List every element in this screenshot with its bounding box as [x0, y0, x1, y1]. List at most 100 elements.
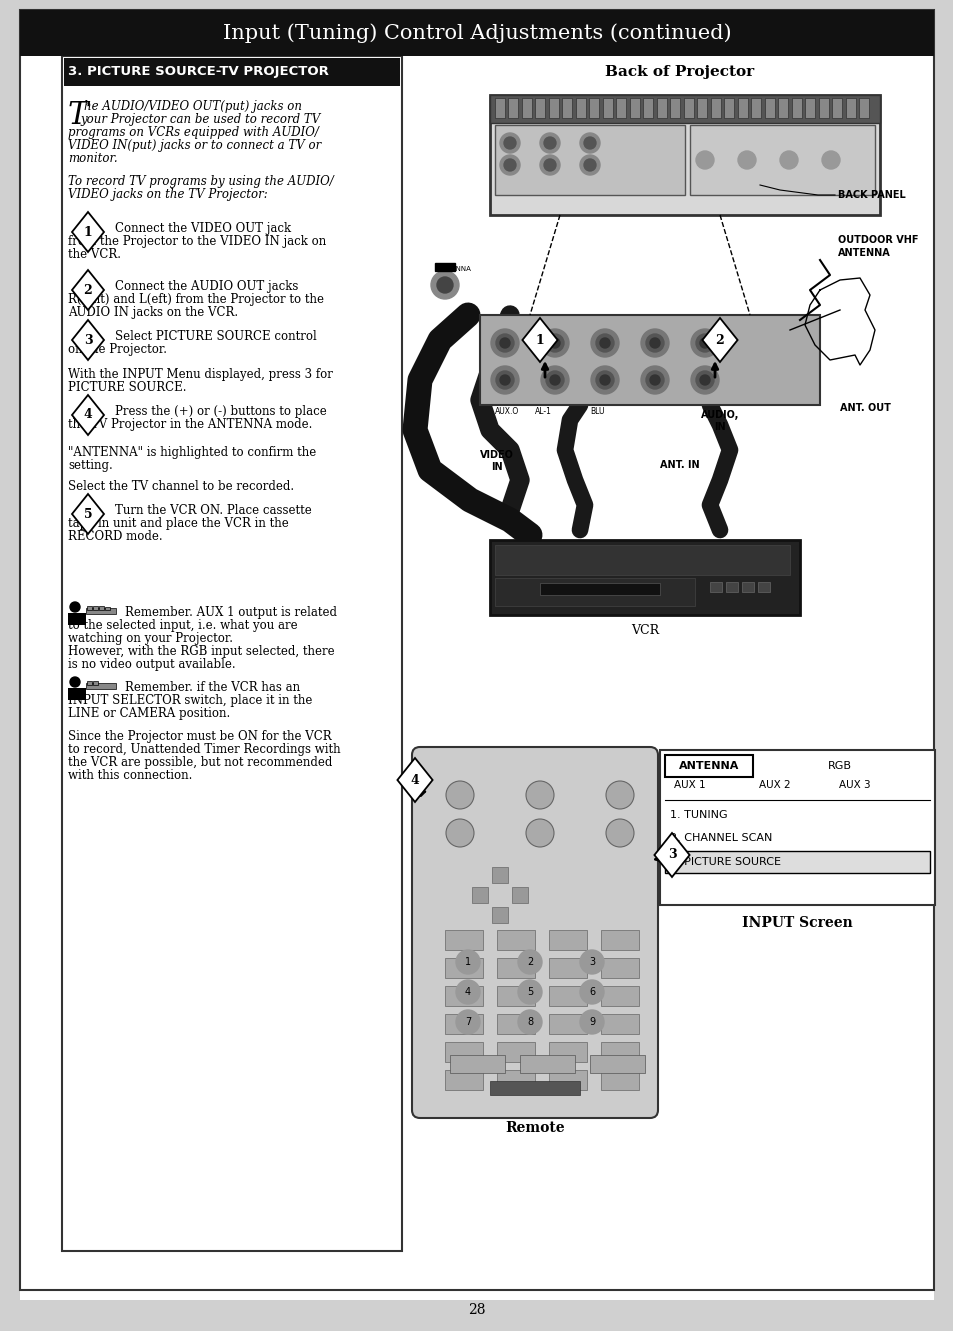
Circle shape: [525, 781, 554, 809]
Bar: [492, 906, 507, 922]
Circle shape: [696, 371, 713, 389]
Bar: [670, 98, 679, 118]
Polygon shape: [71, 212, 104, 252]
Text: PICTURE SOURCE.: PICTURE SOURCE.: [68, 381, 186, 394]
Text: AUDIO IN jacks on the VCR.: AUDIO IN jacks on the VCR.: [68, 306, 238, 319]
Circle shape: [540, 329, 568, 357]
Circle shape: [427, 268, 462, 303]
Bar: [723, 98, 734, 118]
Circle shape: [496, 334, 514, 351]
Text: 28: 28: [468, 1303, 485, 1316]
Bar: [495, 125, 684, 196]
Polygon shape: [71, 319, 104, 359]
Text: "ANTENNA" is highlighted to confirm the: "ANTENNA" is highlighted to confirm the: [68, 446, 315, 459]
Circle shape: [545, 371, 563, 389]
Bar: [845, 98, 855, 118]
Bar: [68, 688, 86, 700]
Text: watching on your Projector.: watching on your Projector.: [68, 632, 233, 646]
Circle shape: [539, 133, 559, 153]
Bar: [444, 1070, 482, 1090]
Bar: [535, 98, 545, 118]
Text: AUX.O: AUX.O: [495, 407, 518, 417]
Bar: [659, 749, 934, 905]
Text: Since the Projector must be ON for the VCR: Since the Projector must be ON for the V…: [68, 729, 332, 743]
Bar: [444, 930, 482, 950]
Bar: [519, 1055, 575, 1073]
Circle shape: [543, 137, 556, 149]
Bar: [548, 930, 586, 950]
Text: Select PICTURE SOURCE control: Select PICTURE SOURCE control: [115, 330, 316, 343]
Bar: [778, 98, 788, 118]
Circle shape: [456, 950, 479, 974]
Text: AUX 3: AUX 3: [839, 780, 870, 791]
Text: VIDEO jacks on the TV Projector:: VIDEO jacks on the TV Projector:: [68, 188, 268, 201]
Bar: [804, 98, 815, 118]
Bar: [657, 98, 666, 118]
Bar: [548, 986, 586, 1006]
Bar: [512, 886, 527, 902]
Circle shape: [649, 375, 659, 385]
Circle shape: [503, 137, 516, 149]
Bar: [664, 851, 929, 873]
Text: 2. CHANNEL SCAN: 2. CHANNEL SCAN: [669, 833, 772, 843]
Circle shape: [700, 338, 709, 347]
Circle shape: [700, 375, 709, 385]
Bar: [68, 614, 86, 626]
Bar: [741, 582, 753, 592]
Text: 5: 5: [526, 988, 533, 997]
Polygon shape: [397, 757, 432, 803]
Bar: [758, 582, 769, 592]
Circle shape: [596, 334, 614, 351]
Text: IN: IN: [491, 462, 502, 473]
Bar: [859, 98, 868, 118]
Circle shape: [605, 781, 634, 809]
Circle shape: [579, 980, 603, 1004]
Circle shape: [540, 366, 568, 394]
Text: To record TV programs by using the AUDIO/: To record TV programs by using the AUDIO…: [68, 174, 334, 188]
Text: Remember. if the VCR has an: Remember. if the VCR has an: [125, 681, 300, 693]
Circle shape: [499, 338, 510, 347]
Text: 2: 2: [526, 957, 533, 968]
Circle shape: [446, 781, 474, 809]
Circle shape: [436, 277, 453, 293]
Bar: [764, 98, 774, 118]
Bar: [86, 683, 116, 689]
Bar: [818, 98, 828, 118]
Text: INPUT Screen: INPUT Screen: [740, 916, 851, 930]
Text: RGB: RGB: [827, 761, 851, 771]
Text: VIDEO: VIDEO: [479, 450, 514, 461]
Text: Connect the VIDEO OUT jack: Connect the VIDEO OUT jack: [115, 222, 291, 236]
Text: 3. PICTURE SOURCE-TV PROJECTOR: 3. PICTURE SOURCE-TV PROJECTOR: [68, 65, 329, 79]
Bar: [548, 1042, 586, 1062]
Text: from the Projector to the VIDEO IN jack on: from the Projector to the VIDEO IN jack …: [68, 236, 326, 248]
Circle shape: [645, 371, 663, 389]
Text: the TV Projector in the ANTENNA mode.: the TV Projector in the ANTENNA mode.: [68, 418, 312, 431]
Bar: [539, 583, 659, 595]
Circle shape: [579, 133, 599, 153]
Text: INPUT SELECTOR switch, place it in the: INPUT SELECTOR switch, place it in the: [68, 693, 312, 707]
Circle shape: [583, 137, 596, 149]
Bar: [497, 986, 535, 1006]
Bar: [92, 681, 98, 685]
Text: 8: 8: [526, 1017, 533, 1028]
Polygon shape: [654, 833, 689, 877]
Bar: [497, 1042, 535, 1062]
Circle shape: [696, 334, 713, 351]
Text: ANT. IN: ANT. IN: [659, 461, 699, 470]
Bar: [472, 886, 488, 902]
Text: VIDEO IN(put) jacks or to connect a TV or: VIDEO IN(put) jacks or to connect a TV o…: [68, 138, 321, 152]
Text: setting.: setting.: [68, 459, 112, 473]
Circle shape: [590, 366, 618, 394]
Bar: [600, 958, 639, 978]
Text: 4: 4: [464, 988, 471, 997]
Bar: [548, 1014, 586, 1034]
Circle shape: [499, 154, 519, 174]
Circle shape: [690, 366, 719, 394]
Text: AUX 1: AUX 1: [674, 780, 705, 791]
Bar: [444, 1014, 482, 1034]
Text: ANTENNA: ANTENNA: [837, 248, 890, 258]
Text: programs on VCRs equipped with AUDIO/: programs on VCRs equipped with AUDIO/: [68, 126, 318, 138]
Text: 6: 6: [588, 988, 595, 997]
Polygon shape: [71, 395, 104, 435]
Text: OUTDOOR VHF: OUTDOOR VHF: [837, 236, 918, 245]
